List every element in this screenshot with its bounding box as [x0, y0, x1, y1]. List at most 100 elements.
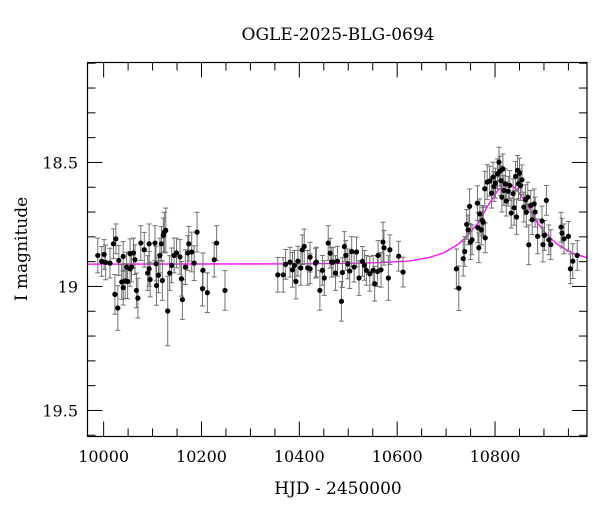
data-point — [453, 266, 459, 272]
data-point — [531, 201, 537, 207]
data-point — [525, 194, 531, 200]
data-point — [367, 271, 373, 277]
data-point — [375, 252, 381, 259]
data-point — [130, 250, 137, 256]
data-point — [169, 262, 175, 268]
data-point — [462, 248, 468, 255]
data-point — [194, 229, 200, 235]
data-point — [517, 182, 524, 189]
data-point — [141, 247, 147, 253]
data-point — [317, 287, 323, 294]
data-point — [103, 259, 109, 265]
data-point — [460, 256, 466, 262]
data-point — [387, 247, 393, 253]
data-point — [145, 270, 151, 276]
data-point — [501, 187, 507, 194]
data-point — [338, 298, 345, 304]
data-point — [381, 245, 387, 251]
data-point — [95, 252, 101, 259]
data-point — [487, 178, 493, 184]
data-point — [291, 262, 298, 268]
data-point — [155, 272, 162, 278]
data-point — [508, 210, 514, 216]
data-point — [559, 230, 565, 236]
data-point — [570, 258, 576, 264]
data-point — [534, 233, 541, 239]
data-point — [222, 287, 228, 294]
data-point — [112, 291, 118, 297]
data-point — [469, 237, 475, 243]
data-point — [363, 267, 369, 273]
data-point — [361, 262, 368, 268]
x-tick-label: 10400 — [274, 447, 325, 466]
data-point — [287, 259, 293, 265]
data-point — [500, 166, 506, 172]
data-point — [353, 249, 360, 255]
data-point — [567, 266, 573, 272]
data-point — [503, 198, 509, 204]
x-tick-label: 10800 — [470, 447, 521, 466]
data-point — [327, 250, 333, 256]
data-point — [511, 205, 517, 211]
data-point — [349, 248, 355, 255]
data-point — [211, 257, 217, 263]
data-point — [546, 237, 552, 243]
data-point — [177, 254, 183, 260]
data-point — [505, 188, 511, 194]
data-point — [186, 241, 192, 247]
data-point — [341, 243, 347, 250]
y-axis-label: I magnitude — [12, 197, 32, 301]
data-point — [298, 265, 304, 271]
data-point — [307, 254, 313, 260]
data-point — [480, 219, 486, 225]
data-point — [138, 240, 144, 246]
axis-ticks — [87, 62, 587, 437]
data-point — [189, 249, 195, 255]
data-point — [574, 252, 580, 259]
data-point — [158, 241, 164, 247]
y-tick-label: 18.5 — [42, 153, 78, 172]
data-point — [214, 240, 220, 246]
data-point — [561, 236, 567, 242]
data-point — [146, 241, 152, 247]
data-point — [478, 227, 484, 233]
data-point — [275, 272, 281, 278]
data-points — [95, 159, 580, 314]
data-point — [313, 259, 320, 265]
data-point — [133, 287, 140, 294]
data-point — [359, 258, 366, 265]
data-point — [132, 257, 138, 263]
data-point — [378, 267, 384, 273]
data-point — [356, 275, 362, 281]
data-point — [125, 278, 131, 285]
y-tick-label: 19.5 — [42, 401, 78, 420]
data-point — [477, 211, 483, 217]
data-point — [498, 177, 504, 184]
data-point — [293, 278, 299, 285]
data-point — [396, 253, 402, 259]
data-point — [204, 290, 210, 296]
data-point — [343, 252, 349, 259]
data-point — [464, 221, 470, 228]
data-point — [120, 253, 126, 260]
data-point — [289, 267, 296, 273]
data-point — [351, 264, 357, 270]
data-point — [380, 239, 386, 245]
data-point — [482, 186, 488, 192]
data-point — [152, 240, 158, 246]
data-point — [512, 173, 519, 179]
data-point — [543, 197, 549, 203]
data-point — [339, 269, 345, 276]
plot-frame — [86, 61, 588, 438]
data-point — [519, 177, 525, 183]
data-point — [558, 224, 564, 230]
data-point — [99, 258, 105, 265]
data-point — [128, 264, 135, 270]
data-point — [385, 275, 391, 281]
data-point — [116, 257, 122, 264]
data-point — [179, 296, 186, 303]
data-point — [178, 276, 185, 282]
data-point — [496, 159, 502, 165]
data-point — [283, 261, 289, 267]
